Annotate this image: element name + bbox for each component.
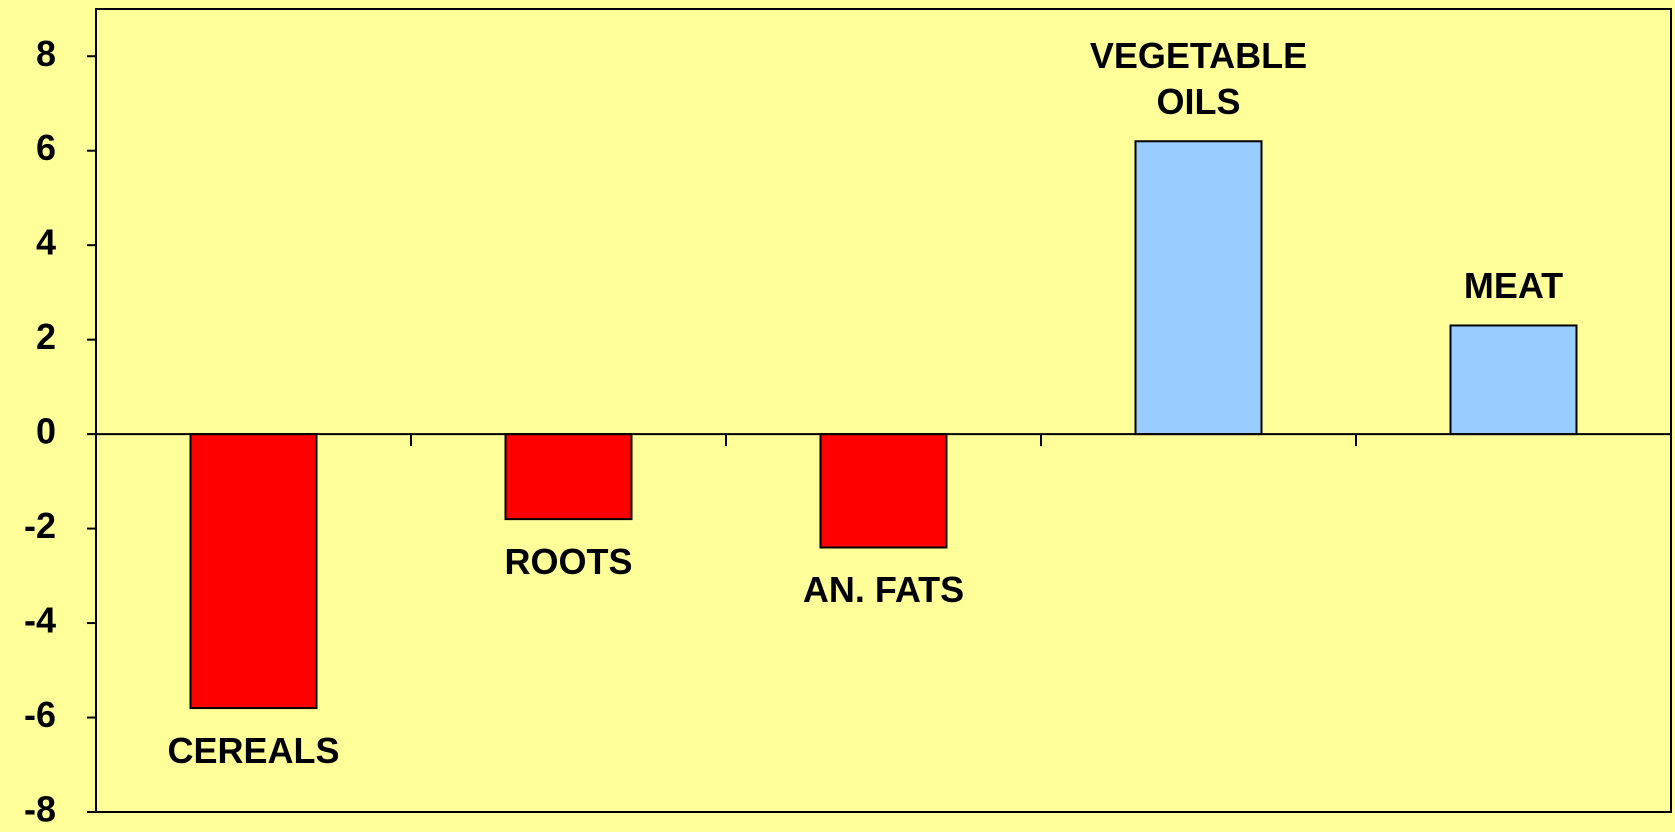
y-tick-label: -8 [24, 789, 56, 830]
y-tick-label: -2 [24, 505, 56, 546]
bar [189, 433, 318, 710]
category-label: AN. FATS [802, 569, 965, 611]
y-tick-label: 6 [36, 127, 56, 168]
y-tick-label: 4 [36, 222, 56, 263]
category-label: ROOTS [504, 541, 633, 583]
bar [819, 433, 948, 549]
category-label: CEREALS [167, 730, 340, 772]
y-tick-label: 8 [36, 33, 56, 74]
category-label: MEAT [1463, 265, 1564, 307]
plot-area [95, 8, 1672, 813]
y-tick-label: 2 [36, 316, 56, 357]
category-label: VEGETABLE OILS [1089, 35, 1308, 123]
y-tick-label: 0 [36, 411, 56, 452]
bar [1449, 324, 1578, 436]
y-tick-label: -6 [24, 694, 56, 735]
bar [504, 433, 633, 521]
y-tick-label: -4 [24, 600, 56, 641]
bar [1134, 140, 1263, 436]
